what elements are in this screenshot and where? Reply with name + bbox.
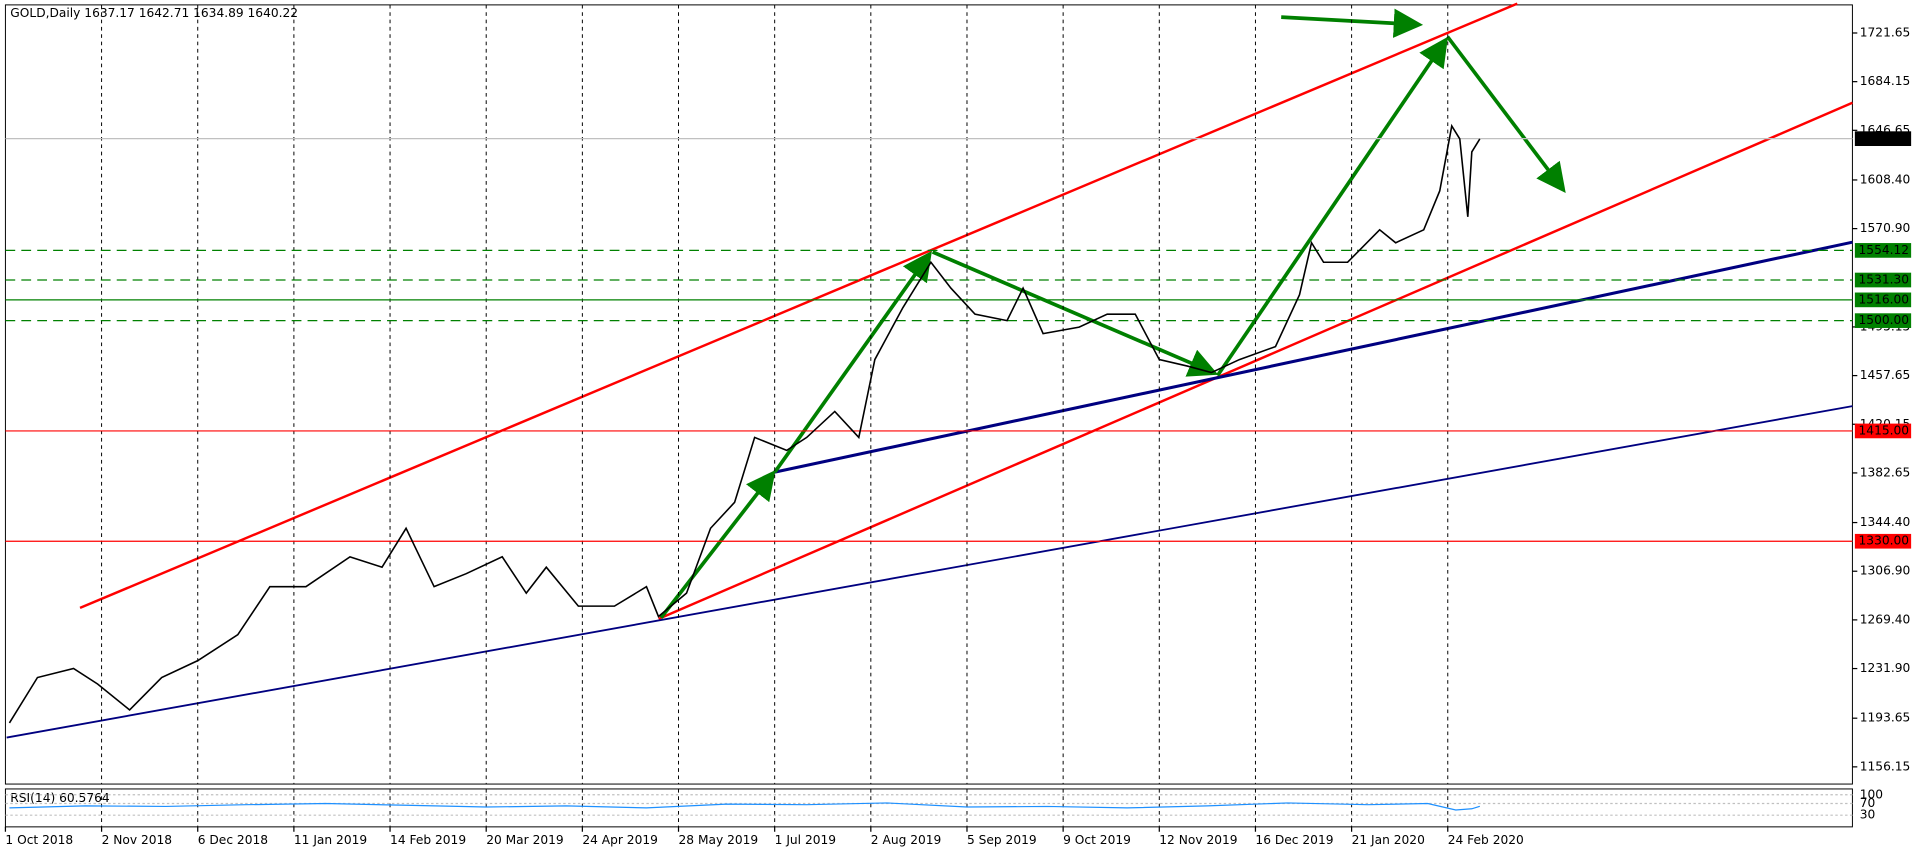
arrow [931, 250, 1219, 377]
level-label-bg [1854, 292, 1912, 308]
x-tick-label: 11 Jan 2019 [294, 833, 367, 847]
rsi-tick-label: 70 [1860, 796, 1876, 810]
chart-title: GOLD,Daily 1637.17 1642.71 1634.89 1640.… [10, 6, 298, 20]
arrow [1216, 36, 1449, 377]
trend-line [774, 240, 1853, 474]
y-tick-label: 1382.65 [1860, 465, 1911, 479]
rsi-tick-label: 30 [1860, 808, 1876, 822]
x-tick-label: 1 Jul 2019 [775, 833, 836, 847]
x-tick-label: 2 Nov 2018 [102, 833, 173, 847]
arrow [659, 470, 776, 619]
level-label-bg [1854, 313, 1912, 328]
rsi-tick-label: 100 [1860, 787, 1883, 801]
arrow [1281, 8, 1424, 38]
level-label: 1531.30 [1859, 273, 1910, 287]
main-pane [4, 4, 1853, 785]
x-tick-label: 16 Dec 2019 [1255, 833, 1333, 847]
price-label-bg [1854, 131, 1912, 147]
x-tick-label: 6 Dec 2018 [198, 833, 268, 847]
y-tick-label: 1231.90 [1860, 661, 1911, 675]
x-tick-label: 5 Sep 2019 [967, 833, 1037, 847]
y-tick-label: 1721.65 [1860, 25, 1911, 39]
y-tick-label: 1269.40 [1860, 612, 1911, 626]
y-tick-label: 1193.65 [1860, 711, 1911, 725]
y-tick-label: 1306.90 [1860, 564, 1911, 578]
y-tick-label: 1344.40 [1860, 515, 1911, 529]
x-tick-label: 12 Nov 2019 [1159, 833, 1237, 847]
y-tick-label: 1457.65 [1860, 368, 1911, 382]
x-tick-label: 24 Feb 2020 [1448, 833, 1524, 847]
trend-line [6, 405, 1853, 739]
drawings [5, 2, 1853, 785]
level-label-bg [1854, 423, 1912, 439]
level-label: 1516.00 [1859, 292, 1910, 306]
price-line-series [8, 123, 1481, 724]
y-tick-label: 1684.15 [1860, 74, 1911, 88]
x-tick-label: 14 Feb 2019 [390, 833, 466, 847]
x-tick-label: 24 Apr 2019 [582, 833, 658, 847]
rsi-line [9, 802, 1480, 811]
price-label: 1640.22 [1859, 131, 1910, 145]
level-label: 1415.00 [1859, 423, 1910, 437]
rsi-pane [4, 788, 1853, 828]
level-label-bg [1854, 272, 1912, 288]
x-tick-label: 2 Aug 2019 [871, 833, 942, 847]
level-label-bg [1854, 533, 1912, 549]
x-tick-label: 20 Mar 2019 [486, 833, 563, 847]
x-tick-label: 28 May 2019 [679, 833, 759, 847]
level-label: 1554.12 [1859, 243, 1910, 257]
x-tick-label: 1 Oct 2018 [5, 833, 73, 847]
arrow [773, 250, 932, 474]
y-tick-label: 1608.40 [1860, 172, 1911, 186]
channel-line [79, 2, 1518, 610]
level-label: 1330.00 [1859, 534, 1910, 548]
arrow [1446, 35, 1566, 193]
y-tick-label: 1570.90 [1860, 221, 1911, 235]
level-label-bg [1854, 243, 1912, 258]
y-tick-label: 1156.15 [1860, 759, 1911, 773]
level-label: 1500.00 [1859, 313, 1910, 327]
arrows [659, 8, 1566, 619]
x-tick-label: 21 Jan 2020 [1352, 833, 1425, 847]
x-tick-label: 9 Oct 2019 [1063, 833, 1131, 847]
